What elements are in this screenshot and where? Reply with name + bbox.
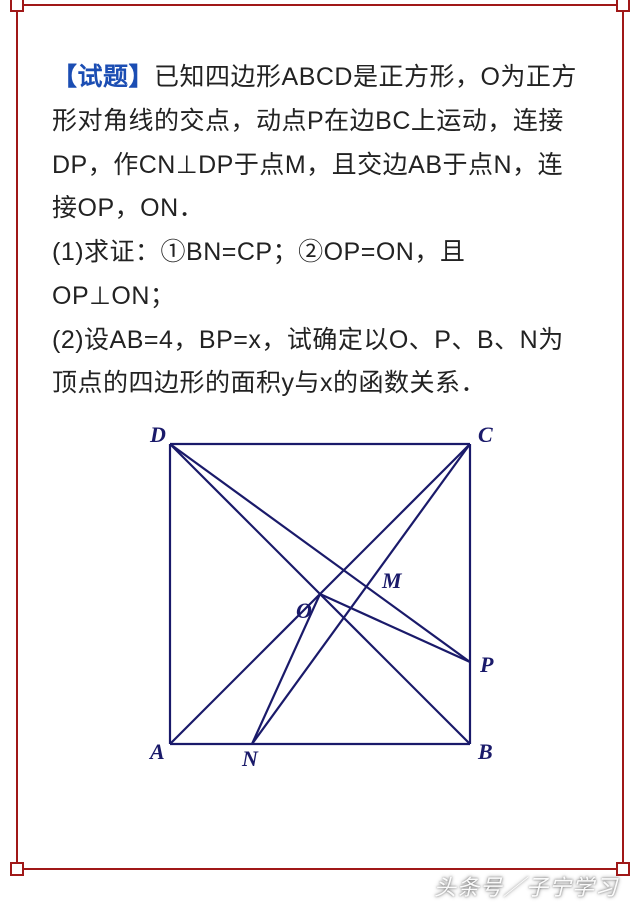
- content-area: 【试题】已知四边形ABCD是正方形，O为正方形对角线的交点，动点P在边BC上运动…: [18, 6, 622, 794]
- problem-part2: (2)设AB=4，BP=x，试确定以O、P、B、N为顶点的四边形的面积y与x的函…: [52, 326, 564, 398]
- decorative-frame: 【试题】已知四边形ABCD是正方形，O为正方形对角线的交点，动点P在边BC上运动…: [16, 4, 624, 870]
- svg-text:D: D: [149, 422, 166, 447]
- frame-corner: [10, 862, 24, 876]
- svg-text:O: O: [296, 598, 312, 623]
- diagram-container: D C A B O P N M: [52, 414, 588, 774]
- problem-heading: 【试题】: [52, 63, 154, 91]
- frame-corner: [616, 0, 630, 12]
- frame-corner: [616, 862, 630, 876]
- svg-text:C: C: [478, 422, 493, 447]
- frame-corner: [10, 0, 24, 12]
- svg-text:B: B: [477, 739, 493, 764]
- problem-text: 【试题】已知四边形ABCD是正方形，O为正方形对角线的交点，动点P在边BC上运动…: [52, 56, 588, 406]
- svg-text:A: A: [148, 739, 165, 764]
- problem-part1: (1)求证：①BN=CP；②OP=ON，且OP⊥ON；: [52, 238, 465, 310]
- watermark-text: 头条号／子宁学习: [434, 870, 618, 902]
- geometry-diagram: D C A B O P N M: [130, 414, 510, 774]
- svg-text:M: M: [381, 568, 403, 593]
- svg-text:P: P: [479, 652, 494, 677]
- svg-text:N: N: [241, 746, 259, 771]
